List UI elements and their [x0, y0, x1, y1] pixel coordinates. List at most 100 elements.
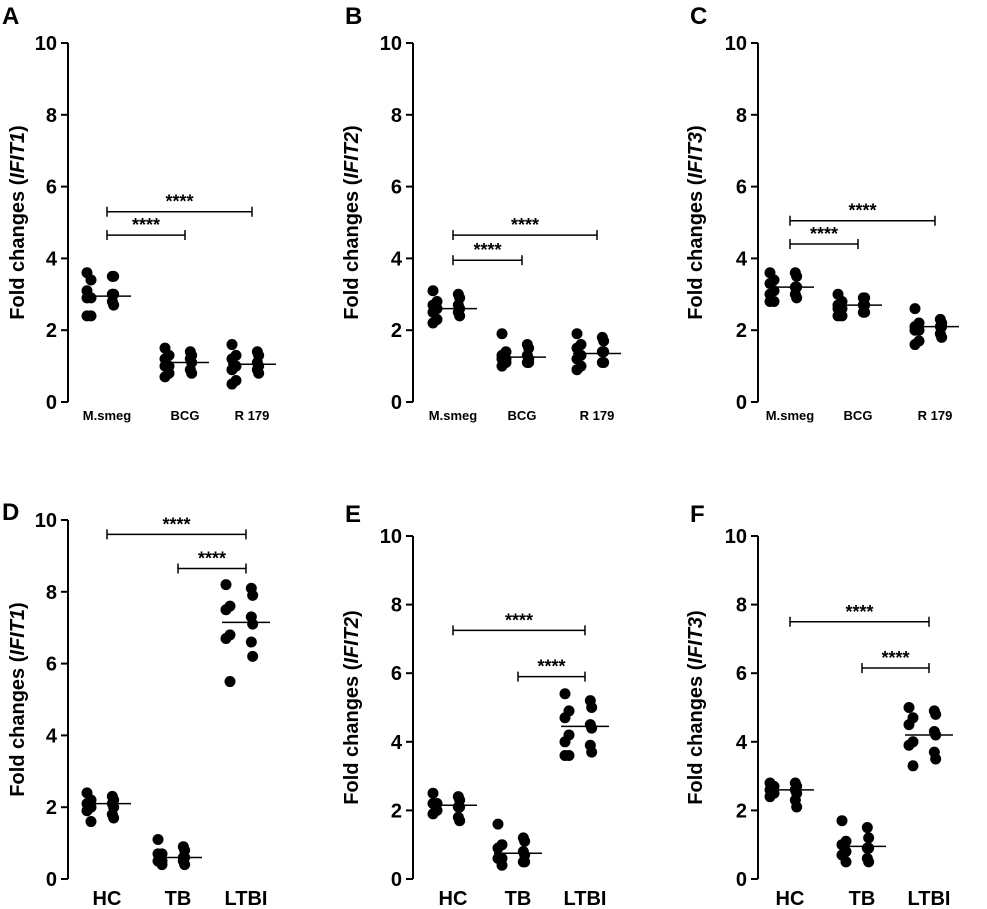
data-point: [496, 360, 508, 372]
panel-letter: B: [345, 3, 362, 30]
panel-letter: C: [690, 3, 707, 30]
significance-label: ****: [810, 224, 838, 244]
data-point: [85, 816, 97, 828]
significance-label: ****: [473, 240, 501, 260]
data-point: [586, 702, 598, 713]
x-category-label: M.smeg: [429, 408, 477, 423]
panel-B: B Fold changes (IFIT2) 0 2 4 6 8 10 M.smeg BCG R 1…: [341, 3, 621, 423]
data-point: [832, 310, 844, 322]
y-tick-label: 2: [736, 800, 747, 822]
y-tick-label: 0: [736, 392, 747, 414]
significance-label: ****: [132, 215, 160, 235]
significance-label: ****: [881, 648, 909, 668]
data-point: [791, 801, 803, 813]
data-point: [791, 270, 803, 282]
significance-label: ****: [165, 192, 193, 212]
data-point: [791, 292, 803, 304]
data-point: [903, 739, 915, 751]
y-tick-label: 4: [46, 725, 58, 747]
y-tick-label: 2: [46, 320, 57, 342]
data-point: [930, 753, 942, 765]
x-category-label: TB: [849, 888, 876, 909]
data-point: [836, 815, 848, 827]
data-point: [226, 364, 238, 376]
data-point: [81, 805, 93, 817]
data-point: [861, 822, 873, 834]
y-tick-label: 6: [736, 177, 747, 199]
y-tick-label: 4: [46, 248, 58, 270]
data-point: [253, 367, 265, 379]
panel-A: A Fold changes (IFIT1) 0 2 4 6 8 10 M.smeg BCG R 1…: [2, 3, 276, 423]
x-category-label: R 179: [918, 408, 953, 423]
panel-letter: E: [345, 501, 361, 528]
data-point: [224, 676, 236, 688]
data-point: [245, 636, 257, 648]
y-axis-label: Fold changes (IFIT3): [685, 610, 707, 804]
y-tick-label: 8: [46, 582, 57, 604]
x-category-label: M.smeg: [766, 408, 814, 423]
data-point: [840, 856, 852, 868]
data-point: [247, 650, 259, 662]
data-point: [903, 702, 915, 713]
x-category-label: TB: [505, 888, 532, 909]
data-point: [598, 357, 610, 369]
data-point: [247, 618, 259, 630]
data-point: [226, 339, 238, 351]
y-tick-label: 0: [736, 869, 747, 891]
data-point: [859, 306, 871, 318]
data-point: [156, 859, 168, 871]
x-category-label: BCG: [171, 408, 200, 423]
data-point: [492, 842, 504, 854]
significance-label: ****: [845, 602, 873, 622]
significance-label: ****: [848, 201, 876, 221]
data-point: [598, 346, 610, 358]
y-tick-label: 6: [46, 177, 57, 199]
y-tick-label: 10: [380, 33, 402, 55]
data-point: [454, 801, 466, 813]
y-tick-label: 2: [391, 800, 402, 822]
data-point: [764, 791, 776, 803]
x-category-label: LTBI: [225, 888, 268, 909]
data-point: [454, 310, 466, 322]
data-point: [81, 310, 93, 322]
data-point: [863, 832, 875, 844]
data-point: [492, 818, 504, 830]
x-category-label: TB: [165, 888, 192, 909]
data-point: [764, 295, 776, 307]
data-point: [903, 719, 915, 731]
y-tick-label: 10: [380, 526, 402, 548]
data-point: [586, 746, 598, 758]
data-point: [108, 299, 120, 311]
data-point: [571, 328, 583, 340]
data-point: [559, 736, 571, 748]
y-tick-label: 8: [46, 105, 57, 127]
data-point: [519, 835, 531, 847]
x-category-label: HC: [776, 888, 805, 909]
y-tick-label: 8: [736, 595, 747, 617]
data-point: [909, 303, 921, 315]
data-point: [909, 339, 921, 351]
data-point: [909, 324, 921, 336]
x-category-label: HC: [439, 888, 468, 909]
significance-label: ****: [511, 215, 539, 235]
x-category-label: LTBI: [564, 888, 607, 909]
y-axis-label: Fold changes (IFIT2): [341, 610, 363, 804]
y-axis-label: Fold changes (IFIT2): [341, 125, 363, 319]
data-point: [559, 712, 571, 724]
data-point: [559, 688, 571, 700]
y-tick-label: 10: [35, 510, 57, 532]
y-tick-label: 6: [736, 663, 747, 685]
y-tick-label: 10: [725, 526, 747, 548]
x-category-label: R 179: [235, 408, 270, 423]
significance-label: ****: [162, 514, 190, 534]
y-tick-label: 8: [391, 105, 402, 127]
data-point: [220, 579, 232, 591]
data-point: [936, 331, 948, 343]
x-category-label: LTBI: [908, 888, 951, 909]
y-axis-label: Fold changes (IFIT1): [7, 602, 29, 796]
data-point: [81, 292, 93, 304]
data-point: [930, 708, 942, 720]
data-point: [152, 834, 164, 846]
y-tick-label: 4: [736, 732, 748, 754]
